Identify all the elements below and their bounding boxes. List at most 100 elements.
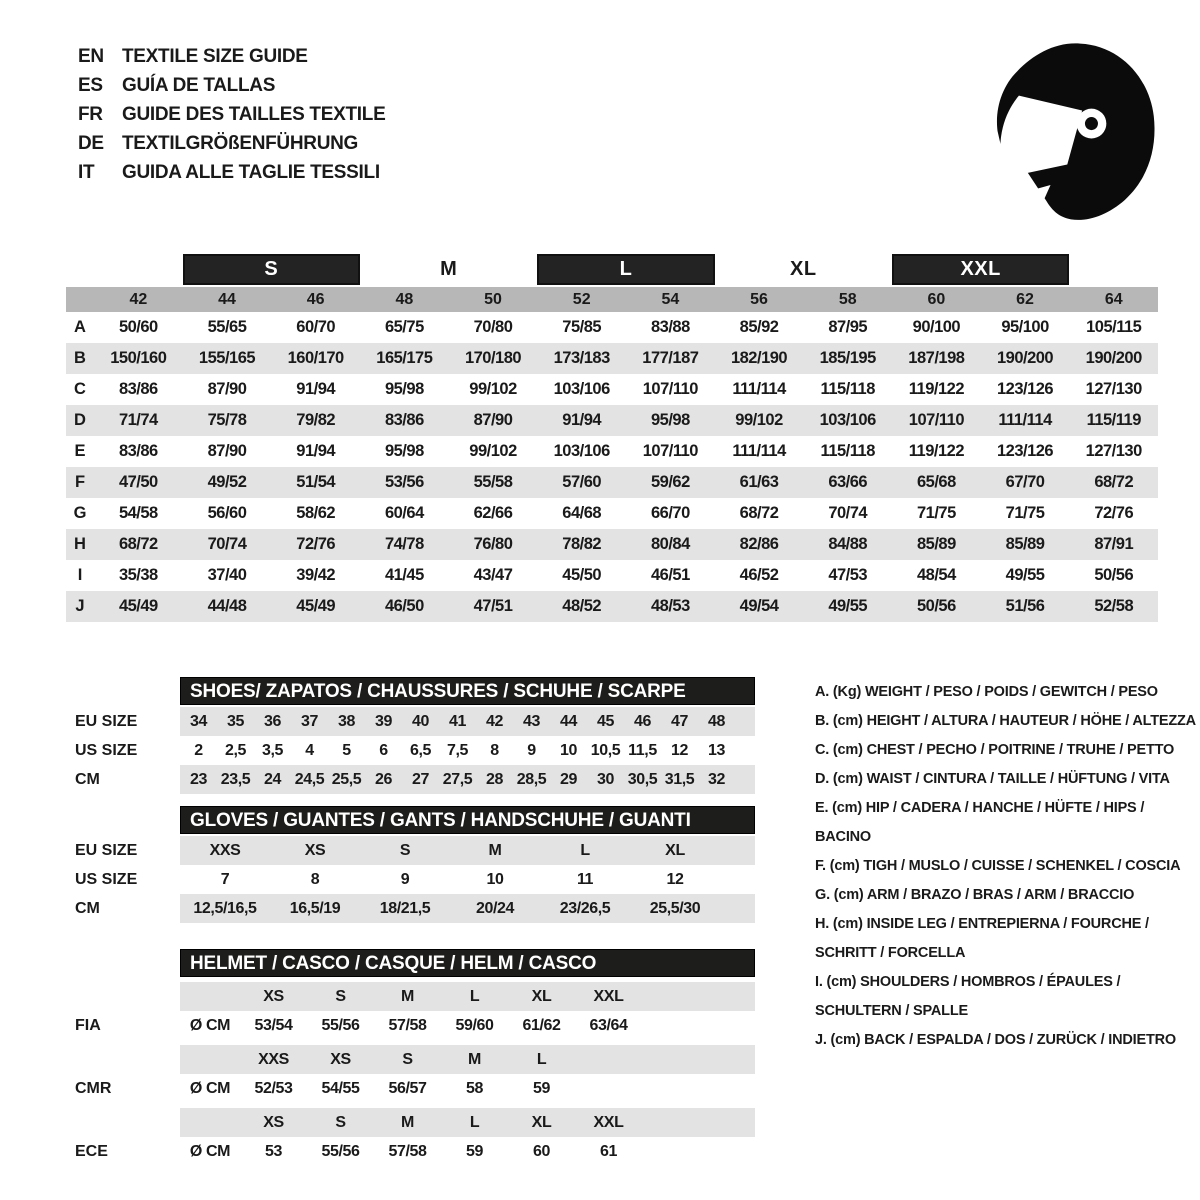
table-cell: 66/70 bbox=[650, 504, 690, 522]
textile-row-b: B 150/160 155/165 160/170 165/175 170/180 173/… bbox=[66, 343, 1158, 374]
table-cell: 59/62 bbox=[650, 473, 690, 491]
numeric-size: 56 bbox=[750, 291, 768, 308]
textile-size-table: S M L XL XXL 42 44 46 48 50 52 54 56 58 60 62 64 A 50/60… bbox=[66, 254, 1158, 622]
table-cell: 91/94 bbox=[296, 380, 336, 398]
table-cell: 51/54 bbox=[296, 473, 336, 491]
table-cell: 39/42 bbox=[296, 566, 336, 584]
table-cell: 6 bbox=[379, 742, 388, 759]
table-cell: 48/52 bbox=[562, 597, 602, 615]
helmet-section-fia: XS S M L XL XXL FIA Ø CM 53/54 55/56 57/58 59/60 61/… bbox=[75, 982, 765, 1040]
table-cell: 87/90 bbox=[473, 411, 513, 429]
table-cell: 103/106 bbox=[819, 411, 877, 429]
shoes-row-us-size: US SIZE 2 2,5 3,5 4 5 6 6,5 7,5 8 9 10 10,5 11,5 12 13 bbox=[75, 736, 765, 765]
table-cell: 123/126 bbox=[996, 380, 1054, 398]
table-cell: 83/86 bbox=[118, 380, 158, 398]
table-cell: 3,5 bbox=[261, 742, 284, 759]
table-cell: 34 bbox=[190, 713, 207, 730]
table-cell: 85/89 bbox=[916, 535, 956, 553]
helmet-table: HELMET / CASCO / CASQUE / HELM / CASCO X… bbox=[75, 949, 765, 1166]
table-cell: 53/54 bbox=[254, 1017, 293, 1034]
table-cell: 82/86 bbox=[739, 535, 779, 553]
lang-title: TEXTILGRÖßENFÜHRUNG bbox=[122, 133, 359, 154]
shoes-rows: EU SIZE 34 35 36 37 38 39 40 41 42 43 44 45 46 47 48 US … bbox=[75, 707, 765, 794]
helmet-size-cells: XS S M L XL XXL bbox=[180, 1108, 755, 1137]
table-cell: 76/80 bbox=[473, 535, 513, 553]
table-cell: 111/114 bbox=[732, 380, 786, 398]
table-cell: 39 bbox=[375, 713, 392, 730]
table-cell: 78/82 bbox=[562, 535, 602, 553]
legend-item-e: E. (cm) HIP / CADERA / HANCHE / HÜFTE / … bbox=[815, 800, 1145, 845]
table-cell: 52/58 bbox=[1094, 597, 1134, 615]
table-cell: 49/52 bbox=[207, 473, 247, 491]
size-group-s: S bbox=[182, 254, 360, 285]
table-cell: 87/95 bbox=[828, 318, 868, 336]
shoes-cells: 23 23,5 24 24,5 25,5 26 27 27,5 28 28,5 29 30 30,5 31… bbox=[180, 765, 755, 794]
size-label: XL bbox=[531, 1114, 552, 1131]
numeric-size: 42 bbox=[129, 291, 148, 308]
table-cell: 95/98 bbox=[384, 380, 424, 398]
lang-code: FR bbox=[78, 104, 103, 125]
table-cell: 50/56 bbox=[1094, 566, 1134, 584]
numeric-size: 46 bbox=[306, 291, 325, 308]
table-cell: 36 bbox=[264, 713, 281, 730]
helmet-sizes-row: XS S M L XL XXL bbox=[75, 982, 765, 1011]
lang-title: GUIDA ALLE TAGLIE TESSILI bbox=[122, 162, 380, 183]
table-cell: 12,5/16,5 bbox=[193, 900, 257, 917]
table-cell: 55/56 bbox=[321, 1017, 360, 1034]
table-cell: 59/60 bbox=[455, 1017, 494, 1034]
table-cell: 91/94 bbox=[296, 442, 336, 460]
table-cell: 30 bbox=[597, 771, 614, 788]
gloves-cells: XXS XS S M L XL bbox=[180, 836, 755, 865]
table-cell: 71/75 bbox=[916, 504, 956, 522]
legend-item-d: D. (cm) WAIST / CINTURA / TAILLE / HÜFTU… bbox=[815, 771, 1170, 787]
size-label: S bbox=[402, 1051, 413, 1068]
legend-item-g: G. (cm) ARM / BRAZO / BRAS / ARM / BRACC… bbox=[815, 887, 1135, 903]
row-label: US SIZE bbox=[75, 742, 138, 759]
table-cell: 54/55 bbox=[321, 1080, 360, 1097]
table-cell: 70/74 bbox=[207, 535, 247, 553]
gloves-table: GLOVES / GUANTES / GANTS / HANDSCHUHE / … bbox=[75, 806, 765, 923]
table-cell: 71/74 bbox=[118, 411, 158, 429]
gloves-rows: EU SIZE XXS XS S M L XL US SIZE 7 8 9 10 11 12 CM 12,5/… bbox=[75, 836, 765, 923]
table-cell: 99/102 bbox=[735, 411, 783, 429]
helmet-values-row: ECE Ø CM 53 55/56 57/58 59 60 61 bbox=[75, 1137, 765, 1166]
table-cell: 65/68 bbox=[916, 473, 956, 491]
textile-row-d: D 71/74 75/78 79/82 83/86 87/90 91/94 95/98 99/1… bbox=[66, 405, 1158, 436]
size-label: L bbox=[536, 1051, 547, 1068]
size-group-m: M bbox=[440, 258, 458, 280]
table-cell: 55/56 bbox=[321, 1143, 360, 1160]
table-cell: 26 bbox=[375, 771, 392, 788]
table-cell: 53 bbox=[265, 1143, 282, 1160]
helmet-size-cells: XXS XS S M L bbox=[180, 1045, 755, 1074]
table-cell: 65/75 bbox=[384, 318, 424, 336]
table-cell: 57/58 bbox=[388, 1143, 427, 1160]
table-cell: 24,5 bbox=[294, 771, 325, 788]
table-cell: 10,5 bbox=[590, 742, 621, 759]
table-cell: 99/102 bbox=[469, 380, 517, 398]
numeric-size: 64 bbox=[1104, 291, 1123, 308]
helmet-value-cells: Ø CM 52/53 54/55 56/57 58 59 bbox=[180, 1074, 755, 1103]
table-cell: L bbox=[580, 842, 590, 859]
row-label: CM bbox=[75, 771, 100, 788]
size-label: M bbox=[401, 988, 414, 1005]
textile-row-i: I 35/38 37/40 39/42 41/45 43/47 45/50 46/51 46/5… bbox=[66, 560, 1158, 591]
table-cell: 2 bbox=[194, 742, 203, 759]
table-cell: 74/78 bbox=[384, 535, 424, 553]
table-cell: 16,5/19 bbox=[289, 900, 341, 917]
table-cell: 68/72 bbox=[1094, 473, 1134, 491]
table-cell: 23,5 bbox=[220, 771, 251, 788]
numeric-size: 58 bbox=[838, 291, 857, 308]
table-cell: XS bbox=[304, 842, 326, 859]
table-cell: 18/21,5 bbox=[379, 900, 431, 917]
table-cell: 107/110 bbox=[642, 442, 699, 460]
table-cell: 29 bbox=[560, 771, 577, 788]
row-label: E bbox=[74, 442, 86, 460]
table-cell: 103/106 bbox=[553, 442, 611, 460]
size-label: M bbox=[401, 1114, 414, 1131]
table-cell: 75/85 bbox=[562, 318, 602, 336]
table-cell: 68/72 bbox=[118, 535, 158, 553]
numeric-size: 48 bbox=[395, 291, 414, 308]
table-cell: 31,5 bbox=[664, 771, 695, 788]
table-cell: 87/90 bbox=[207, 380, 247, 398]
table-cell: 27,5 bbox=[442, 771, 473, 788]
